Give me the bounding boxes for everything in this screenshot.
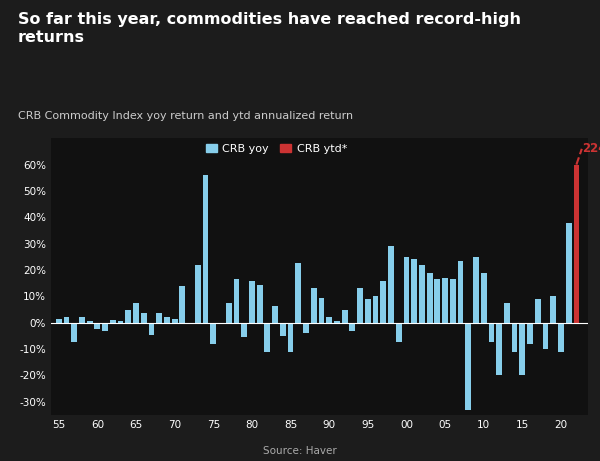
Bar [272,306,278,323]
Bar [149,323,154,335]
Bar [411,260,417,323]
Bar [125,309,131,323]
Bar [342,309,347,323]
Bar [357,289,363,323]
Bar [94,323,100,329]
Bar [102,323,108,331]
Bar [179,286,185,323]
Bar [349,323,355,331]
Bar [334,321,340,323]
Legend: CRB yoy, CRB ytd*: CRB yoy, CRB ytd* [206,144,347,154]
Bar [427,272,433,323]
Bar [527,323,533,344]
Bar [203,175,208,323]
Bar [211,323,216,344]
Bar [110,320,116,323]
Bar [481,272,487,323]
Bar [504,303,510,323]
Bar [550,296,556,323]
Bar [450,279,455,323]
Bar [71,323,77,343]
Bar [287,323,293,352]
Bar [488,323,494,343]
Bar [388,246,394,323]
Bar [87,321,92,323]
Bar [280,323,286,336]
Text: Source: Haver: Source: Haver [263,446,337,456]
Bar [574,165,580,323]
Text: 224%: 224% [582,142,600,155]
Bar [295,263,301,323]
Bar [79,318,85,323]
Bar [535,299,541,323]
Bar [558,323,564,352]
Bar [141,313,146,323]
Bar [466,323,471,410]
Bar [458,261,463,323]
Bar [365,299,371,323]
Bar [512,323,517,352]
Bar [380,281,386,323]
Bar [56,319,62,323]
Text: CRB Commodity Index yoy return and ytd annualized return: CRB Commodity Index yoy return and ytd a… [18,111,353,121]
Bar [118,321,124,323]
Bar [542,323,548,349]
Bar [233,279,239,323]
Bar [520,323,525,375]
Bar [326,318,332,323]
Bar [156,313,162,323]
Bar [257,284,263,323]
Bar [172,319,178,323]
Bar [195,265,201,323]
Bar [434,279,440,323]
Bar [303,323,309,333]
Bar [473,257,479,323]
Bar [241,323,247,337]
Bar [319,298,325,323]
Bar [442,278,448,323]
Bar [566,223,572,323]
Bar [496,323,502,375]
Bar [311,289,317,323]
Bar [64,318,70,323]
Bar [226,303,232,323]
Bar [249,281,255,323]
Bar [404,257,409,323]
Bar [419,265,425,323]
Bar [133,303,139,323]
Bar [373,296,379,323]
Bar [164,318,170,323]
Text: So far this year, commodities have reached record-high
returns: So far this year, commodities have reach… [18,12,521,45]
Bar [265,323,270,352]
Bar [396,323,401,343]
